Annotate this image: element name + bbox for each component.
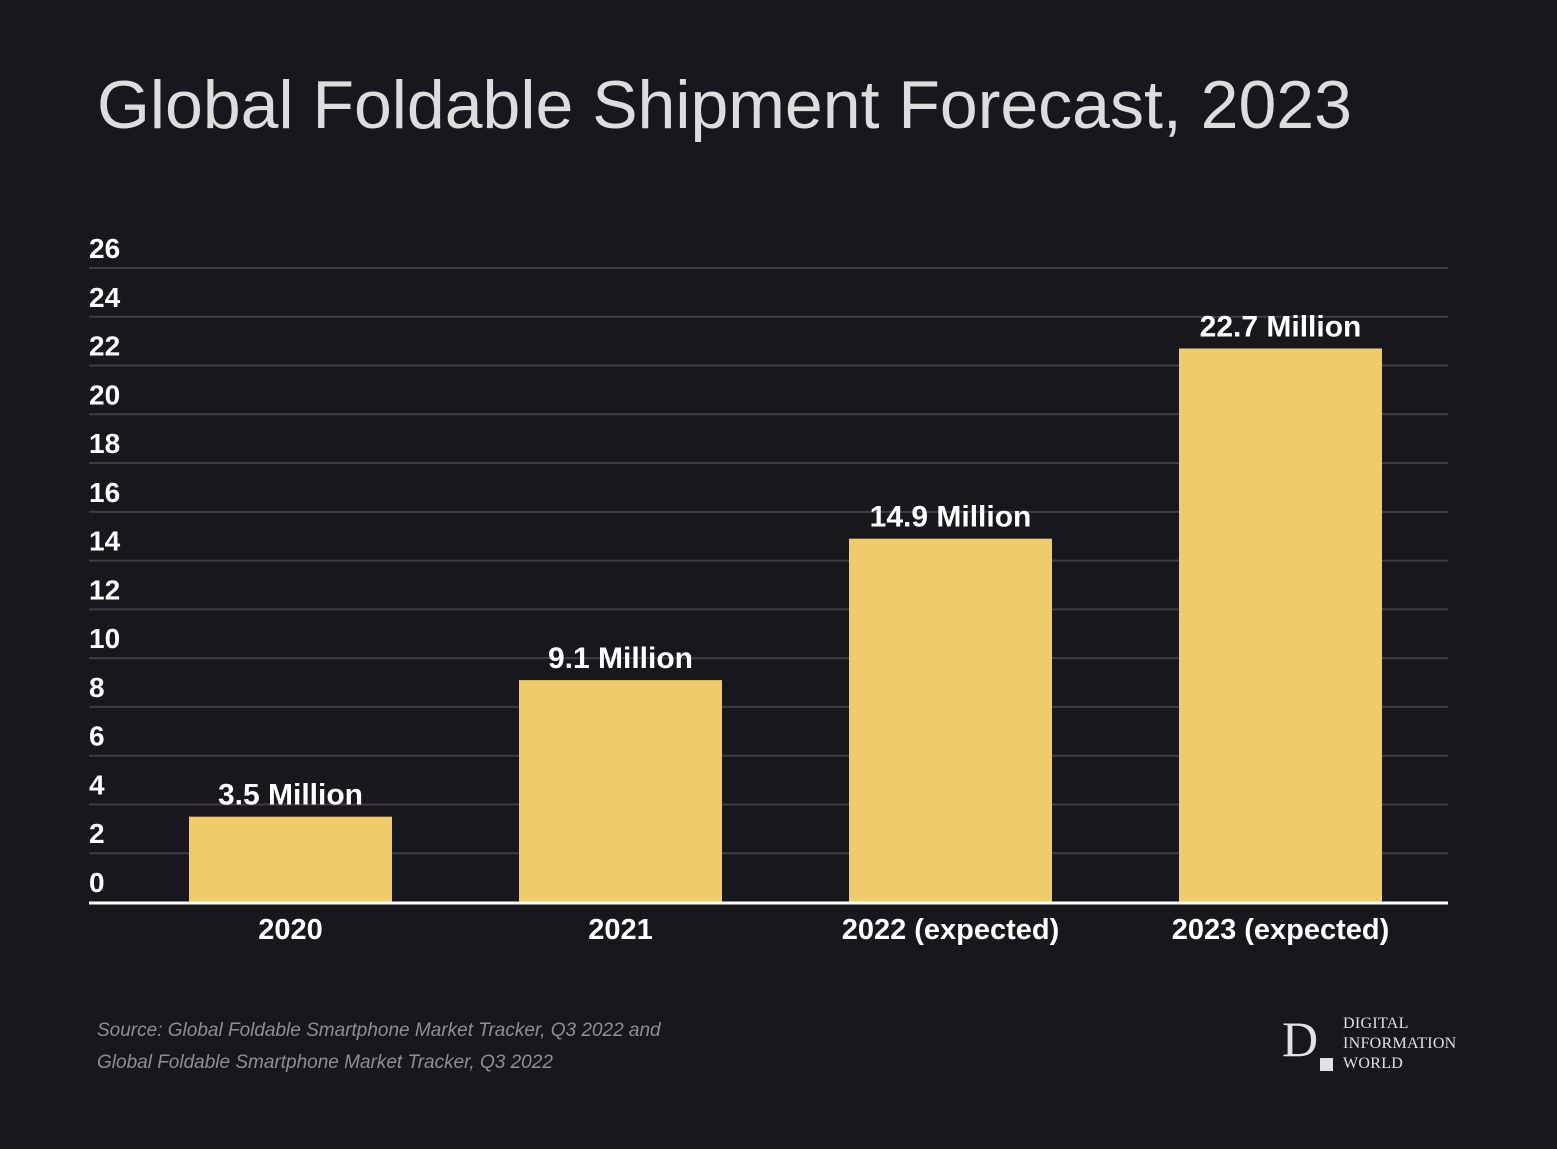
source-line-1: Source: Global Foldable Smartphone Marke… bbox=[97, 1020, 661, 1041]
data-labels: 3.5 Million 9.1 Million 14.9 Million 22.7 M… bbox=[218, 310, 1361, 811]
y-tick-label: 8 bbox=[89, 672, 105, 703]
bar bbox=[189, 816, 392, 902]
y-tick-label: 12 bbox=[89, 574, 120, 605]
logo-line-1: DIGITAL bbox=[1343, 1015, 1409, 1032]
y-tick-label: 0 bbox=[89, 867, 105, 898]
x-tick-label: 2023 (expected) bbox=[1172, 914, 1390, 946]
logo-square-icon bbox=[1320, 1058, 1333, 1071]
x-axis-labels: 2020 2021 2022 (expected) 2023 (expected) bbox=[258, 914, 1389, 946]
data-label: 22.7 Million bbox=[1200, 310, 1362, 343]
x-tick-label: 2020 bbox=[258, 914, 323, 946]
logo-line-2: INFORMATION bbox=[1343, 1035, 1457, 1052]
bars bbox=[189, 348, 1382, 902]
data-label: 9.1 Million bbox=[548, 642, 693, 675]
y-tick-label: 10 bbox=[89, 623, 120, 654]
y-tick-label: 24 bbox=[89, 282, 121, 313]
logo-line-3: WORLD bbox=[1343, 1055, 1404, 1072]
logo-mark: D bbox=[1282, 1011, 1319, 1067]
x-tick-label: 2022 (expected) bbox=[842, 914, 1060, 946]
y-tick-label: 22 bbox=[89, 331, 120, 362]
y-tick-label: 26 bbox=[89, 233, 120, 264]
chart-title: Global Foldable Shipment Forecast, 2023 bbox=[97, 67, 1352, 143]
y-tick-label: 16 bbox=[89, 477, 120, 508]
y-tick-label: 14 bbox=[89, 526, 121, 557]
bar bbox=[849, 538, 1052, 902]
bar bbox=[519, 680, 722, 902]
bar bbox=[1179, 348, 1382, 902]
y-tick-label: 6 bbox=[89, 721, 105, 752]
data-label: 14.9 Million bbox=[870, 501, 1032, 534]
y-tick-label: 20 bbox=[89, 379, 120, 410]
y-tick-label: 4 bbox=[89, 769, 105, 800]
data-label: 3.5 Million bbox=[218, 779, 363, 812]
source-note: Source: Global Foldable Smartphone Marke… bbox=[97, 1015, 661, 1079]
logo-wordmark: DIGITAL INFORMATION WORLD bbox=[1343, 1014, 1457, 1074]
source-line-2: Global Foldable Smartphone Market Tracke… bbox=[97, 1052, 553, 1073]
y-tick-label: 18 bbox=[89, 428, 120, 459]
x-tick-label: 2021 bbox=[588, 914, 653, 946]
y-tick-label: 2 bbox=[89, 818, 105, 849]
